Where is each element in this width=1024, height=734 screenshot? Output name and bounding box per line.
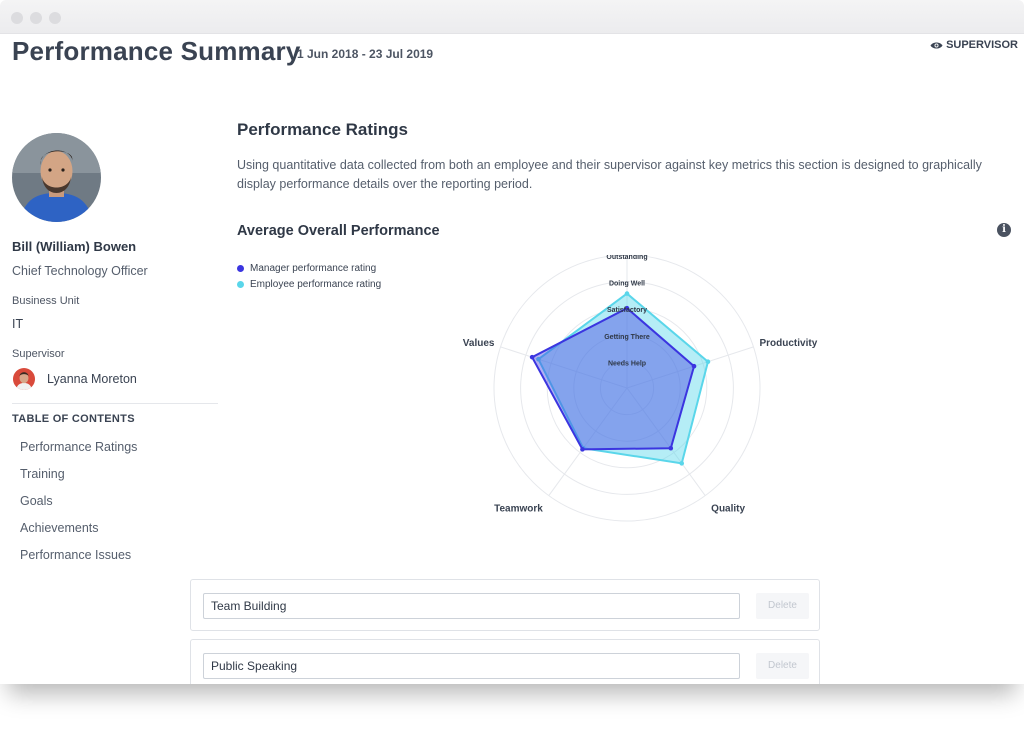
supervisor-label: Supervisor bbox=[12, 348, 65, 360]
radar-axis-label: Teamwork bbox=[494, 504, 543, 515]
toc-item-achievements[interactable]: Achievements bbox=[20, 521, 99, 535]
legend-item-manager[interactable]: Manager performance rating bbox=[237, 263, 376, 274]
role-indicator[interactable]: SUPERVISOR bbox=[930, 39, 1018, 51]
eye-icon bbox=[930, 42, 943, 48]
radar-spoke bbox=[500, 346, 628, 389]
radar-point bbox=[624, 305, 630, 311]
window-maximize-dot[interactable] bbox=[49, 12, 61, 24]
radar-point bbox=[691, 363, 697, 369]
radar-point bbox=[679, 461, 685, 466]
radar-scale-label: Doing Well bbox=[609, 281, 645, 288]
toc-item-performance-issues[interactable]: Performance Issues bbox=[20, 548, 132, 562]
radar-scale-label: Getting There bbox=[604, 334, 650, 341]
goal-card: Delete bbox=[190, 639, 820, 684]
radar-spoke bbox=[626, 346, 754, 389]
radar-series-area bbox=[530, 307, 696, 451]
delete-button[interactable]: Delete bbox=[756, 653, 809, 679]
radar-point bbox=[668, 445, 674, 451]
toc-item-training[interactable]: Training bbox=[20, 467, 65, 481]
section-description: Using quantitative data collected from b… bbox=[237, 158, 982, 191]
legend-label-employee: Employee performance rating bbox=[250, 279, 382, 290]
goal-text-input[interactable] bbox=[203, 593, 740, 619]
goal-card: Delete bbox=[190, 579, 820, 631]
section-title: Performance Ratings bbox=[237, 120, 408, 139]
radar-scale-label: Outstanding bbox=[606, 255, 647, 261]
radar-spoke bbox=[548, 387, 628, 496]
window-minimize-dot[interactable] bbox=[30, 12, 42, 24]
radar-spoke bbox=[626, 387, 706, 496]
toc-title: TABLE OF CONTENTS bbox=[12, 413, 135, 425]
radar-axis-label: Productivity bbox=[759, 338, 817, 349]
toc-item-performance-ratings[interactable]: Performance Ratings bbox=[20, 440, 138, 454]
toc-item-goals[interactable]: Goals bbox=[20, 494, 53, 508]
radar-point bbox=[580, 447, 585, 452]
legend-label-manager: Manager performance rating bbox=[250, 263, 377, 274]
radar-point bbox=[529, 354, 535, 360]
page-title: Performance Summary bbox=[12, 36, 301, 66]
radar-point bbox=[705, 359, 711, 364]
radar-chart: Needs Help Getting There Satisfactory Doing… bbox=[463, 255, 818, 522]
radar-point bbox=[536, 356, 541, 362]
radar-series-area bbox=[537, 292, 710, 465]
chart-title: Average Overall Performance bbox=[237, 223, 440, 239]
radar-scale-label: Needs Help bbox=[608, 360, 646, 367]
radar-point bbox=[624, 291, 630, 296]
date-range: 1 Jun 2018 - 23 Jul 2019 bbox=[297, 47, 434, 61]
window-close-dot[interactable] bbox=[11, 12, 23, 24]
window-titlebar bbox=[0, 0, 1024, 34]
app-window: Performance Summary 1 Jun 2018 - 23 Jul … bbox=[0, 0, 1024, 684]
supervisor-avatar bbox=[13, 368, 35, 390]
radar-scale-label: Satisfactory bbox=[607, 307, 647, 314]
employee-job-title: Chief Technology Officer bbox=[12, 264, 148, 278]
sidebar-divider bbox=[12, 403, 218, 404]
role-label: SUPERVISOR bbox=[946, 39, 1018, 51]
legend-swatch-employee bbox=[237, 281, 244, 288]
employee-avatar bbox=[12, 133, 101, 222]
business-unit-value: IT bbox=[12, 317, 24, 331]
delete-button[interactable]: Delete bbox=[756, 593, 809, 619]
employee-name: Bill (William) Bowen bbox=[12, 239, 137, 254]
legend-swatch-manager bbox=[237, 265, 244, 272]
info-icon[interactable]: i bbox=[997, 223, 1011, 237]
business-unit-label: Business Unit bbox=[12, 295, 80, 307]
supervisor-name[interactable]: Lyanna Moreton bbox=[47, 372, 137, 386]
radar-axis-label: Quality bbox=[711, 504, 745, 515]
goal-text-input[interactable] bbox=[203, 653, 740, 679]
radar-grid-ring bbox=[493, 255, 761, 522]
legend-item-employee[interactable]: Employee performance rating bbox=[237, 279, 381, 290]
radar-axis-label: Values bbox=[463, 338, 495, 349]
